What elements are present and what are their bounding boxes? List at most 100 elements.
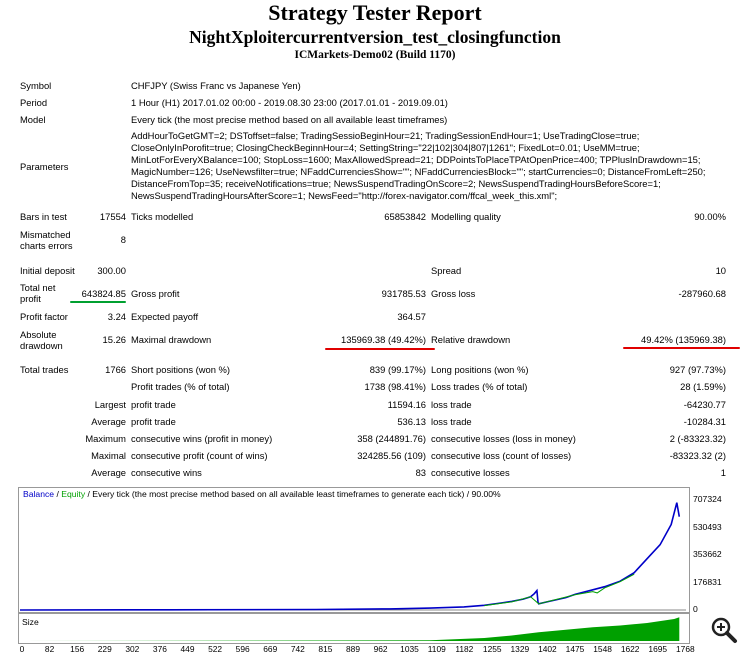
maximal-label: Maximal	[91, 450, 126, 461]
parameters-label: Parameters	[20, 161, 69, 172]
parameters-line: CloseOnlyInPorofit=true; ClosingCheckBeg…	[131, 142, 640, 153]
quality-label: Modelling quality	[431, 211, 501, 222]
ep-value: 364.57	[397, 311, 426, 322]
avg-cons-losses-value: 1	[720, 467, 726, 478]
x-tick-label: 669	[263, 644, 278, 654]
green-underline	[70, 301, 126, 303]
abs-dd-label-1: Absolute	[20, 329, 57, 340]
pf-value: 3.24	[107, 311, 126, 322]
x-tick-label: 742	[290, 644, 305, 654]
chart-legend: Balance / Equity / Every tick (the most …	[23, 489, 501, 499]
y-tick-label: 530493	[693, 521, 722, 532]
loss-trades-value: 28 (1.59%)	[680, 381, 726, 392]
parameters-line: AddHourToGetGMT=2; DSToffset=false; Trad…	[131, 130, 640, 141]
x-tick-label: 1768	[676, 644, 695, 654]
pf-label: Profit factor	[20, 311, 68, 322]
x-tick-label: 962	[373, 644, 388, 654]
x-tick-label: 1035	[400, 644, 419, 654]
parameters-line: MinLotForEveryXBalance=100; StopLoss=160…	[131, 154, 701, 165]
short-value: 839 (99.17%)	[369, 364, 426, 375]
size-label: Size	[22, 617, 39, 627]
mismatch-value: 8	[120, 234, 126, 245]
legend-sep: /	[56, 489, 59, 499]
y-tick-label: 0	[693, 604, 698, 614]
avg-cons-wins-label: consecutive wins	[131, 467, 202, 478]
symbol-label: Symbol	[20, 80, 52, 91]
profit-trades-label: Profit trades (% of total)	[131, 381, 230, 392]
y-tick-label: 353662	[693, 549, 722, 559]
x-tick-label: 229	[97, 644, 112, 654]
maximal-loss-label: consecutive loss (count of losses)	[431, 450, 572, 461]
average-profit-label: profit trade	[131, 416, 176, 427]
series-line-equity	[484, 573, 635, 607]
rel-dd-label: Relative drawdown	[431, 334, 511, 345]
max-cons-losses-label: consecutive losses (loss in money)	[431, 433, 576, 444]
profit-trades-value: 1738 (98.41%)	[364, 381, 426, 392]
x-tick-label: 596	[235, 644, 250, 654]
abs-dd-label-2: drawdown	[20, 340, 63, 351]
gross-profit-label: Gross profit	[131, 288, 180, 299]
parameters-value: AddHourToGetGMT=2; DSToffset=false; Trad…	[131, 130, 731, 202]
bars-label: Bars in test	[20, 211, 67, 222]
x-tick-label: 82	[44, 644, 55, 654]
gross-loss-label: Gross loss	[431, 288, 476, 299]
long-value: 927 (97.73%)	[669, 364, 726, 375]
red-underline-max-dd	[325, 348, 435, 350]
netprofit-label-2: profit	[20, 293, 41, 304]
deposit-value: 300.00	[97, 265, 126, 276]
spread-value: 10	[715, 265, 726, 276]
average-label: Average	[91, 416, 126, 427]
x-tick-label: 156	[70, 644, 85, 654]
x-tick-label: 815	[318, 644, 333, 654]
x-tick-label: 1402	[538, 644, 557, 654]
size-area	[20, 617, 680, 641]
maximum-label: Maximum	[85, 433, 126, 444]
average-loss-label: loss trade	[431, 416, 472, 427]
total-trades-label: Total trades	[20, 364, 69, 375]
max-cons-wins-value: 358 (244891.76)	[357, 433, 426, 444]
largest-label: Largest	[94, 399, 126, 410]
legend-equity: Equity	[61, 489, 86, 499]
y-tick-label: 176831	[693, 576, 722, 587]
report-title: Strategy Tester Report	[268, 0, 482, 25]
average-profit-value: 536.13	[397, 416, 426, 427]
maximal-profit-value: 324285.56 (109)	[357, 450, 426, 461]
max-cons-wins-label: consecutive wins (profit in money)	[131, 433, 273, 444]
x-tick-label: 1182	[455, 644, 474, 654]
gross-loss-value: -287960.68	[678, 288, 726, 299]
zoom-button[interactable]	[704, 612, 744, 650]
x-tick-label: 302	[125, 644, 140, 654]
x-tick-label: 449	[180, 644, 195, 654]
ticks-value: 65853842	[384, 211, 426, 222]
period-label: Period	[20, 97, 48, 108]
max-dd-value: 135969.38 (49.42%)	[341, 334, 426, 345]
balance-chart-frame	[18, 487, 690, 613]
long-label: Long positions (won %)	[431, 364, 529, 375]
x-tick-label: 1622	[620, 644, 640, 654]
parameters-line: NewsSuspendTradingHoursAfterScore=1; New…	[131, 190, 558, 201]
ep-label: Expected payoff	[131, 311, 199, 322]
gross-profit-value: 931785.53	[381, 288, 426, 299]
largest-profit-label: profit trade	[131, 399, 176, 410]
x-tick-label: 1695	[648, 644, 668, 654]
server-build: ICMarkets-Demo02 (Build 1170)	[294, 49, 456, 61]
red-underline-rel-dd	[623, 347, 740, 349]
model-value: Every tick (the most precise method base…	[131, 114, 448, 125]
bars-value: 17554	[99, 211, 126, 222]
model-label: Model	[20, 114, 46, 125]
maximal-loss-value: -83323.32 (2)	[669, 450, 726, 461]
x-tick-label: 1255	[482, 644, 502, 654]
avg-cons-losses-label: consecutive losses	[431, 467, 510, 478]
x-tick-label: 889	[346, 644, 360, 654]
short-label: Short positions (won %)	[131, 364, 231, 375]
parameters-line: MagicNumber=126; UseNewsfilter=true; NFa…	[131, 166, 706, 177]
x-tick-label: 522	[208, 644, 223, 654]
zoom-in-icon	[711, 617, 737, 643]
mismatch-label-1: Mismatched	[20, 229, 71, 240]
max-cons-losses-value: 2 (-83323.32)	[669, 433, 726, 444]
x-tick-label: 1329	[510, 644, 530, 654]
abs-dd-value: 15.26	[102, 334, 126, 345]
series-line-balance	[19, 502, 681, 611]
average-loss-value: -10284.31	[683, 416, 726, 427]
